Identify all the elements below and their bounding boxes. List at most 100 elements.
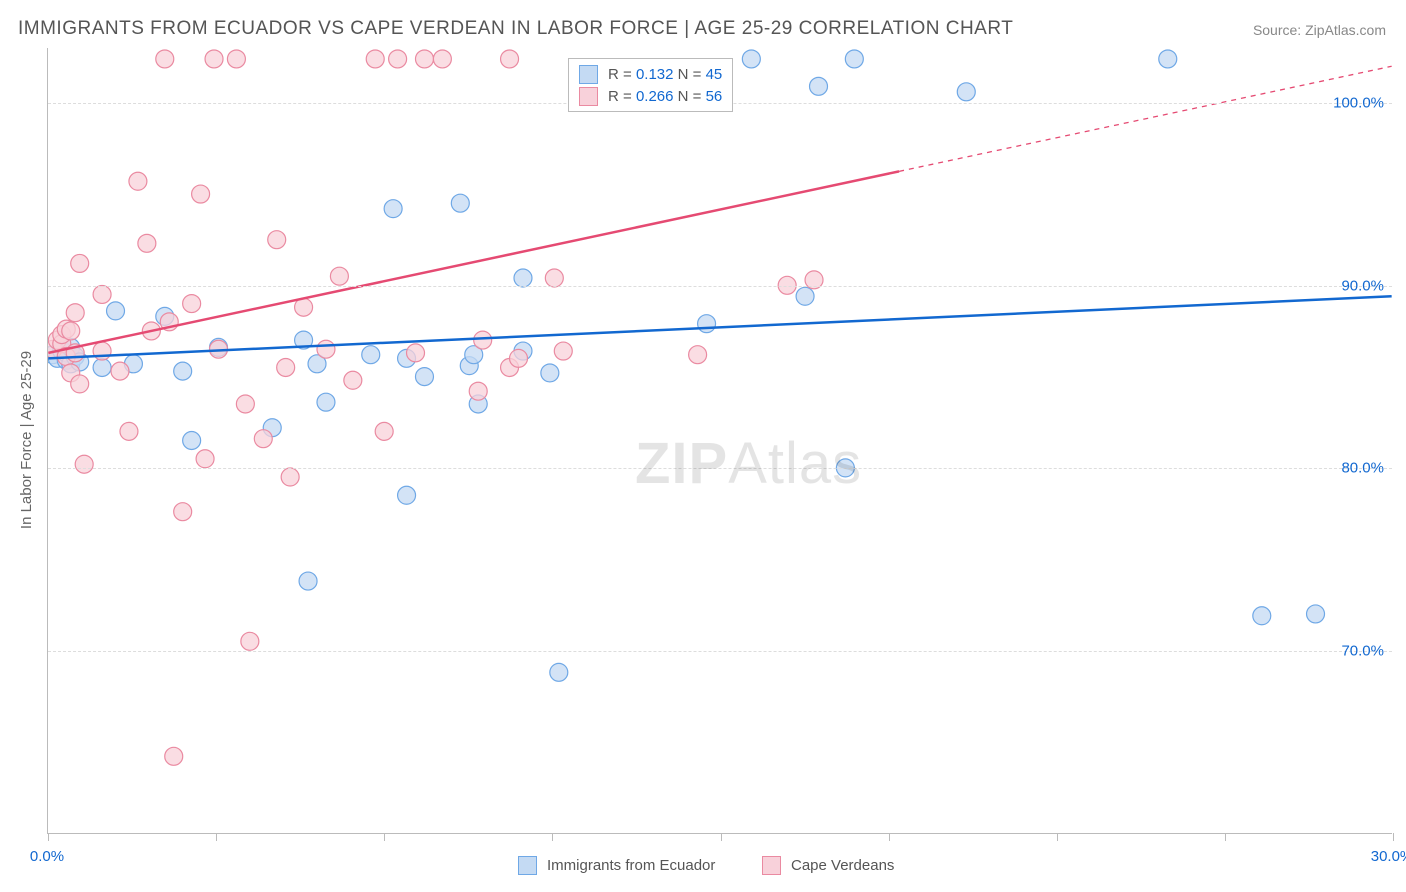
legend-swatch (579, 65, 598, 84)
scatter-point (299, 572, 317, 590)
plot-area: 70.0%80.0%90.0%100.0% (47, 48, 1392, 834)
scatter-point (138, 234, 156, 252)
scatter-point (433, 50, 451, 68)
scatter-point (241, 632, 259, 650)
scatter-point (75, 455, 93, 473)
gridline-h (48, 286, 1392, 287)
scatter-point (501, 358, 519, 376)
scatter-point (142, 322, 160, 340)
scatter-point (308, 355, 326, 373)
scatter-point (501, 50, 519, 68)
legend-stats: R = 0.132 N = 45 R = 0.266 N = 56 (568, 58, 733, 112)
scatter-point (277, 358, 295, 376)
scatter-point (71, 254, 89, 272)
scatter-point (1253, 607, 1271, 625)
scatter-point (375, 422, 393, 440)
scatter-point (554, 342, 572, 360)
legend-stats-text: R = 0.266 N = 56 (608, 88, 722, 105)
scatter-point (957, 83, 975, 101)
scatter-point (236, 395, 254, 413)
y-tick-label: 90.0% (1341, 277, 1384, 294)
scatter-point (93, 342, 111, 360)
x-tick (216, 833, 217, 841)
scatter-point (124, 355, 142, 373)
trend-line-dashed (899, 66, 1392, 171)
scatter-point (845, 50, 863, 68)
scatter-point (362, 346, 380, 364)
scatter-point (344, 371, 362, 389)
y-axis-label: In Labor Force | Age 25-29 (18, 351, 35, 529)
scatter-point (330, 267, 348, 285)
scatter-point (160, 313, 178, 331)
scatter-point (689, 346, 707, 364)
scatter-point (174, 362, 192, 380)
y-tick-label: 100.0% (1333, 94, 1384, 111)
x-tick-label: 30.0% (1371, 848, 1406, 865)
x-tick (1057, 833, 1058, 841)
trend-line (48, 171, 899, 353)
legend-swatch (518, 856, 537, 875)
scatter-point (48, 346, 62, 364)
gridline-h (48, 468, 1392, 469)
scatter-point (165, 747, 183, 765)
scatter-point (317, 340, 335, 358)
scatter-point (295, 298, 313, 316)
x-tick (721, 833, 722, 841)
scatter-point (48, 331, 66, 349)
scatter-point (53, 342, 71, 360)
scatter-point (407, 344, 425, 362)
scatter-point (281, 468, 299, 486)
scatter-point (398, 349, 416, 367)
scatter-point (514, 269, 532, 287)
x-tick (384, 833, 385, 841)
x-tick (1393, 833, 1394, 841)
legend-stats-row: R = 0.132 N = 45 (579, 63, 722, 85)
scatter-point (742, 50, 760, 68)
scatter-point (48, 349, 66, 367)
scatter-point (62, 364, 80, 382)
scatter-point (415, 368, 433, 386)
scatter-point (120, 422, 138, 440)
scatter-point (415, 50, 433, 68)
scatter-point (57, 320, 75, 338)
scatter-point (469, 395, 487, 413)
scatter-point (210, 338, 228, 356)
legend-swatch (579, 87, 598, 106)
scatter-point (474, 331, 492, 349)
scatter-point (384, 200, 402, 218)
scatter-point (469, 382, 487, 400)
scatter-point (62, 338, 80, 356)
scatter-point (107, 302, 125, 320)
legend-swatch (762, 856, 781, 875)
legend-stats-row: R = 0.266 N = 56 (579, 85, 722, 107)
scatter-point (698, 315, 716, 333)
scatter-point (93, 285, 111, 303)
scatter-point (295, 331, 313, 349)
chart-title: IMMIGRANTS FROM ECUADOR VS CAPE VERDEAN … (18, 18, 1013, 40)
scatter-point (129, 172, 147, 190)
legend-stats-text: R = 0.132 N = 45 (608, 66, 722, 83)
scatter-point (465, 346, 483, 364)
scatter-point (156, 307, 174, 325)
scatter-point (156, 50, 174, 68)
scatter-point (317, 393, 335, 411)
scatter-point (451, 194, 469, 212)
scatter-point (183, 295, 201, 313)
scatter-point (66, 344, 84, 362)
x-tick (552, 833, 553, 841)
scatter-point (53, 335, 71, 353)
scatter-point (510, 349, 528, 367)
scatter-point (174, 503, 192, 521)
scatter-point (48, 340, 62, 358)
scatter-point (111, 362, 129, 380)
scatter-point (268, 231, 286, 249)
legend-item: Immigrants from Ecuador (518, 856, 715, 875)
scatter-point (1307, 605, 1325, 623)
x-tick (48, 833, 49, 841)
scatter-point (550, 663, 568, 681)
scatter-point (1159, 50, 1177, 68)
scatter-point (192, 185, 210, 203)
scatter-point (810, 77, 828, 95)
scatter-point (93, 358, 111, 376)
scatter-point (460, 357, 478, 375)
